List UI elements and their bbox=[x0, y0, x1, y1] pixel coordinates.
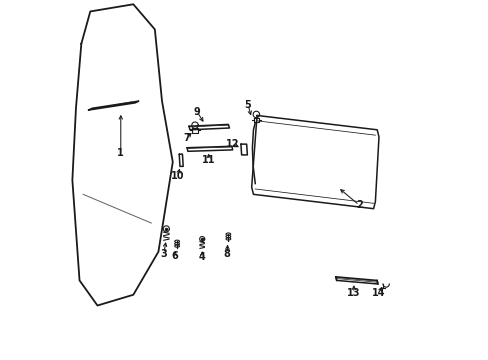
Text: 8: 8 bbox=[224, 248, 230, 258]
Text: 9: 9 bbox=[193, 107, 200, 117]
Text: 10: 10 bbox=[170, 171, 184, 181]
Text: 11: 11 bbox=[202, 155, 215, 165]
Text: 3: 3 bbox=[160, 248, 167, 258]
Text: 12: 12 bbox=[226, 139, 239, 149]
Text: 6: 6 bbox=[171, 251, 178, 261]
Text: 14: 14 bbox=[371, 288, 385, 298]
Text: 7: 7 bbox=[183, 133, 190, 143]
Text: 2: 2 bbox=[355, 200, 362, 210]
Text: 5: 5 bbox=[244, 100, 251, 110]
Text: 4: 4 bbox=[199, 252, 205, 262]
Text: 13: 13 bbox=[346, 288, 360, 298]
Text: 1: 1 bbox=[117, 148, 124, 158]
